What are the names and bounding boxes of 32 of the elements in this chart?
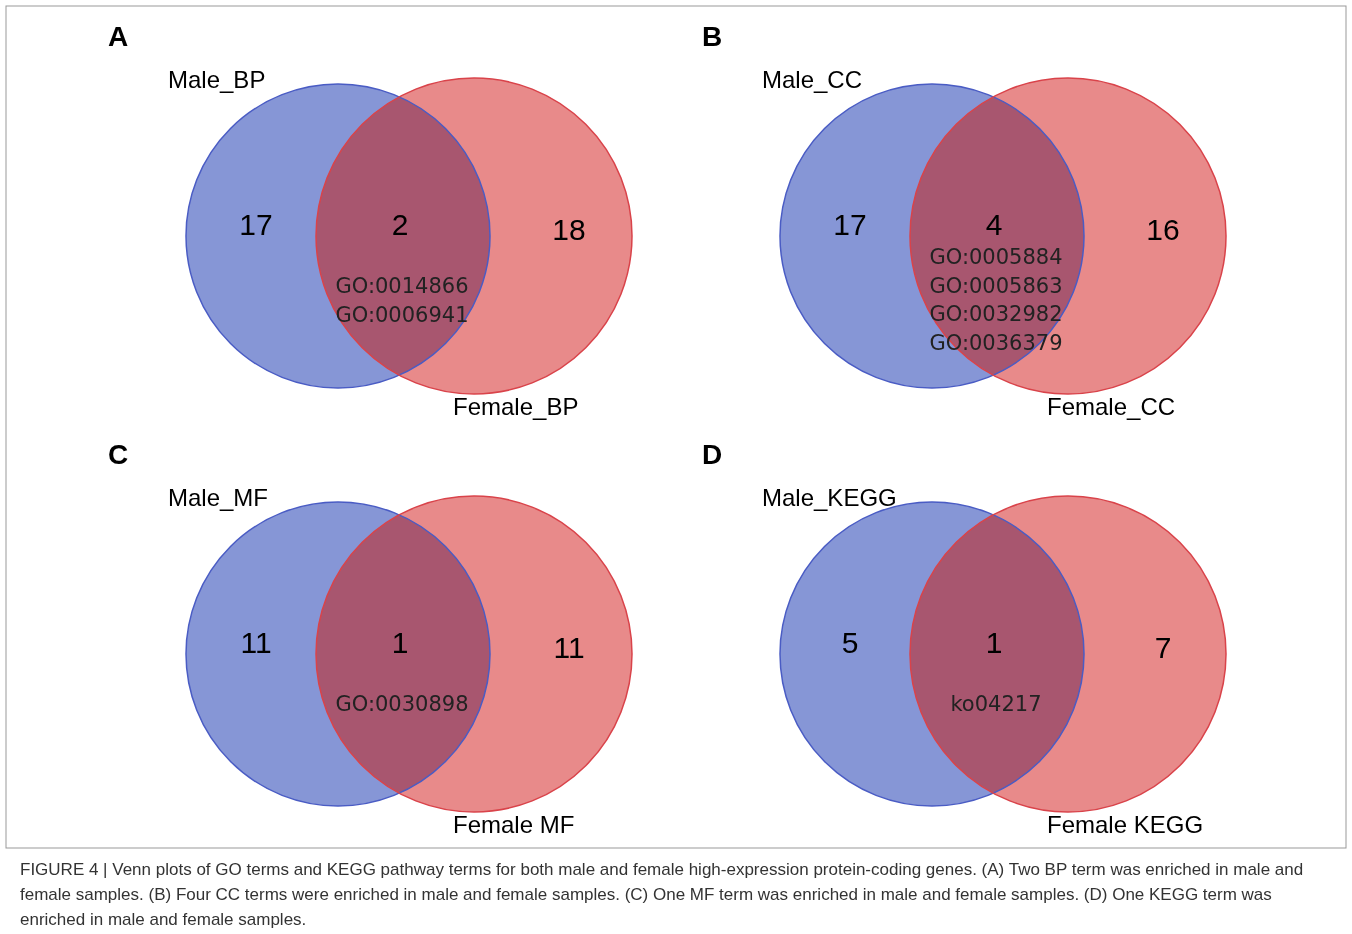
text: B: [702, 21, 723, 52]
data-label: 5: [841, 626, 859, 659]
data-label: 4: [985, 208, 1003, 241]
category-label: Male_CC: [762, 66, 863, 93]
text: GO:0005884: [929, 245, 1063, 269]
data-label: 17: [239, 208, 273, 241]
text: ko04217: [950, 692, 1042, 716]
category-label: Female_BP: [453, 393, 579, 420]
data-label: 11: [553, 631, 585, 664]
category-label: Female KEGG: [1047, 811, 1204, 838]
data-label: 18: [552, 213, 586, 246]
category-label: Male_MF: [168, 484, 269, 511]
text: D: [702, 439, 723, 470]
text: GO:0032982: [929, 302, 1063, 326]
data-label: 1: [985, 626, 1003, 659]
data-label: 17: [833, 208, 867, 241]
category-label: Male_BP: [168, 66, 266, 93]
category-label: Female MF: [453, 811, 575, 838]
text: A: [108, 21, 129, 52]
text: GO:0014866: [335, 274, 469, 298]
data-label: 11: [240, 626, 272, 659]
category-label: Male_KEGG: [762, 484, 897, 511]
text: GO:0005863: [929, 273, 1063, 298]
text: GO:0006941: [335, 302, 469, 327]
data-label: 7: [1154, 631, 1172, 664]
text: C: [108, 439, 129, 470]
caption: FIGURE 4 | Venn plots of GO terms and KEGG pathway terms for both male and female high-expression protein-coding genes. (A) Two BP term was enriched in male and female samples. (B) Four CC terms were enriched in male and female samples. (C) One MF term was enriched in male and female samples. (D) One KEGG term was enriched in male and female samples.: [20, 860, 1304, 929]
data-label: 2: [391, 208, 409, 241]
category-label: Female_CC: [1047, 393, 1176, 420]
data-label: 1: [391, 626, 409, 659]
text: GO:0030898: [335, 692, 469, 716]
data-label: 16: [1146, 213, 1180, 246]
